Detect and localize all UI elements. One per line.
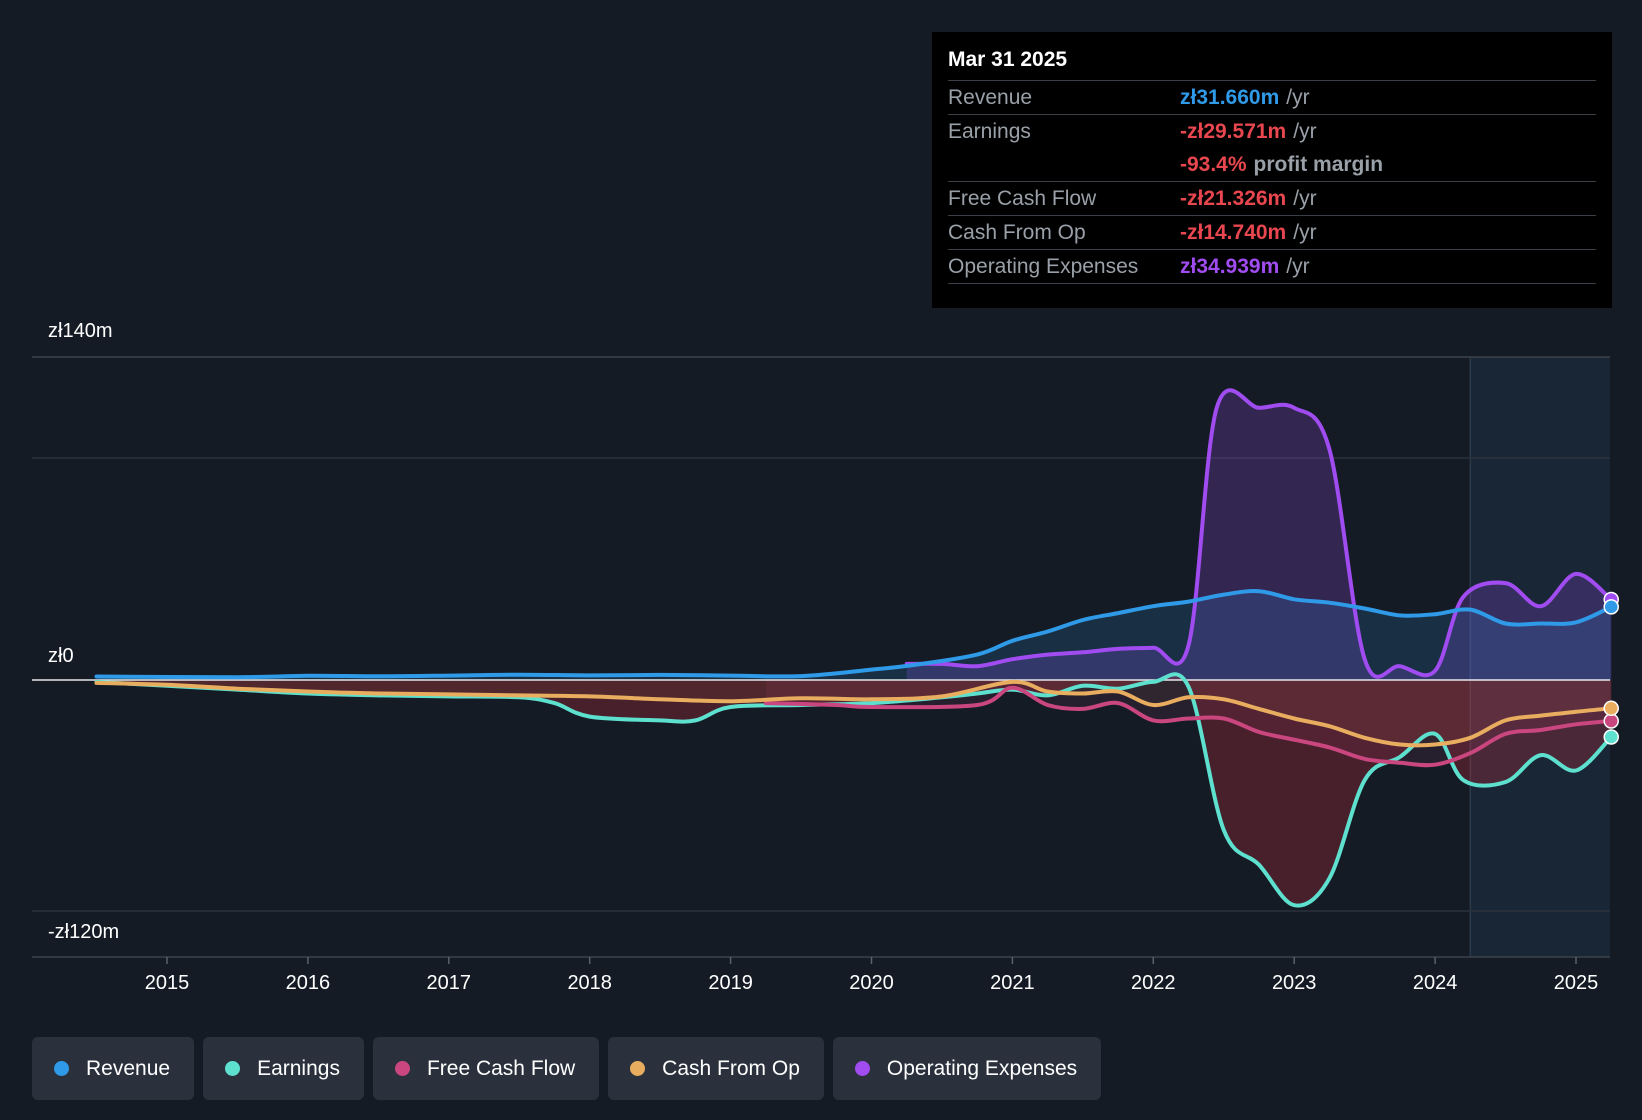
x-tick-label: 2022 bbox=[1131, 972, 1176, 994]
tooltip-row-profit-margin: -93.4% profit margin bbox=[948, 148, 1596, 182]
x-tick-label: 2025 bbox=[1554, 972, 1599, 994]
legend-dot-icon bbox=[854, 1061, 870, 1076]
x-tick-label: 2017 bbox=[427, 972, 472, 994]
x-tick-label: 2015 bbox=[145, 972, 190, 994]
tooltip-row-earnings: Earnings -zł29.571m /yr bbox=[948, 115, 1596, 148]
end-dot-free-cash-flow bbox=[1603, 713, 1619, 729]
legend-label: Cash From Op bbox=[662, 1056, 800, 1080]
x-tick-label: 2021 bbox=[990, 972, 1035, 994]
area-operating-expenses bbox=[906, 390, 1612, 680]
area-earnings bbox=[96, 674, 1612, 906]
tooltip-unit: /yr bbox=[1286, 254, 1310, 278]
end-dot-revenue bbox=[1603, 599, 1619, 615]
legend-dot-icon bbox=[394, 1061, 410, 1076]
tooltip-label: Revenue bbox=[948, 85, 1033, 109]
tooltip-unit: profit margin bbox=[1253, 152, 1384, 176]
tooltip-value: zł34.939m bbox=[1180, 254, 1280, 278]
legend-label: Revenue bbox=[86, 1056, 171, 1080]
series-lines bbox=[94, 388, 1614, 908]
tooltip-value: -zł29.571m bbox=[1180, 119, 1287, 143]
x-tick-label: 2024 bbox=[1413, 972, 1458, 994]
series-end-dots bbox=[1603, 591, 1619, 745]
tooltip-row-free-cash-flow: Free Cash Flow -zł21.326m /yr bbox=[948, 182, 1596, 216]
series-areas bbox=[32, 390, 1612, 906]
tooltip-row-cash-from-op: Cash From Op -zł14.740m /yr bbox=[948, 216, 1596, 250]
legend-label: Operating Expenses bbox=[886, 1056, 1078, 1080]
line-free-cash-flow bbox=[763, 685, 1614, 768]
tooltip-value: zł31.660m bbox=[1180, 85, 1280, 109]
line-cash-from-op bbox=[94, 679, 1614, 748]
area-cash-from-op bbox=[96, 680, 1612, 746]
legend-item-revenue[interactable]: Revenue bbox=[32, 1037, 195, 1100]
line-revenue bbox=[94, 589, 1614, 680]
legend-dot-icon bbox=[54, 1061, 69, 1076]
x-tick-label: 2023 bbox=[1272, 972, 1317, 994]
legend-item-cash-from-op[interactable]: Cash From Op bbox=[608, 1037, 824, 1100]
grid-lines bbox=[32, 356, 1610, 958]
forecast-region bbox=[1470, 357, 1610, 957]
x-axis-ticks: 2015 2016 2017 2018 2019 2020 2021 2022 2023 2024… bbox=[145, 957, 1599, 994]
legend: Revenue Earnings Free Cash Flow Cash Fro… bbox=[32, 1037, 1102, 1100]
y-label-bottom: -zł120m bbox=[48, 921, 120, 943]
tooltip-panel: Mar 31 2025 Revenue zł31.660m /yr Earnin… bbox=[932, 32, 1612, 308]
tooltip-value: -zł14.740m bbox=[1180, 220, 1287, 244]
tooltip-unit: /yr bbox=[1293, 220, 1317, 244]
legend-dot-icon bbox=[225, 1061, 241, 1076]
tooltip-label: Earnings bbox=[948, 119, 1031, 143]
legend-label: Free Cash Flow bbox=[426, 1056, 576, 1080]
legend-item-earnings[interactable]: Earnings bbox=[203, 1037, 364, 1100]
tooltip-label: Free Cash Flow bbox=[948, 186, 1097, 210]
tooltip-label: Operating Expenses bbox=[948, 254, 1139, 278]
x-tick-label: 2018 bbox=[567, 972, 612, 994]
end-dot-earnings bbox=[1603, 729, 1619, 745]
x-tick-label: 2016 bbox=[286, 972, 331, 994]
tooltip-value: -zł21.326m bbox=[1180, 186, 1287, 210]
tooltip-unit: /yr bbox=[1286, 85, 1310, 109]
legend-dot-icon bbox=[630, 1061, 646, 1076]
tooltip-row-operating-expenses: Operating Expenses zł34.939m /yr bbox=[948, 250, 1596, 284]
legend-item-operating-expenses[interactable]: Operating Expenses bbox=[832, 1037, 1102, 1100]
line-operating-expenses bbox=[904, 388, 1614, 679]
end-dot-cash-from-op bbox=[1603, 700, 1619, 717]
area-revenue bbox=[96, 591, 1612, 680]
tooltip-label: Cash From Op bbox=[948, 220, 1086, 244]
tooltip-date: Mar 31 2025 bbox=[948, 46, 1596, 81]
tooltip-unit: /yr bbox=[1293, 186, 1317, 210]
x-tick-label: 2020 bbox=[849, 972, 894, 994]
x-tick-label: 2019 bbox=[708, 972, 753, 994]
legend-item-free-cash-flow[interactable]: Free Cash Flow bbox=[372, 1037, 600, 1100]
legend-label: Earnings bbox=[257, 1056, 340, 1080]
tooltip-unit: /yr bbox=[1293, 119, 1317, 143]
tooltip-row-revenue: Revenue zł31.660m /yr bbox=[948, 81, 1596, 115]
tooltip-value: -93.4% bbox=[1180, 152, 1247, 176]
y-label-zero: zł0 bbox=[48, 645, 74, 667]
y-label-top: zł140m bbox=[48, 320, 113, 342]
